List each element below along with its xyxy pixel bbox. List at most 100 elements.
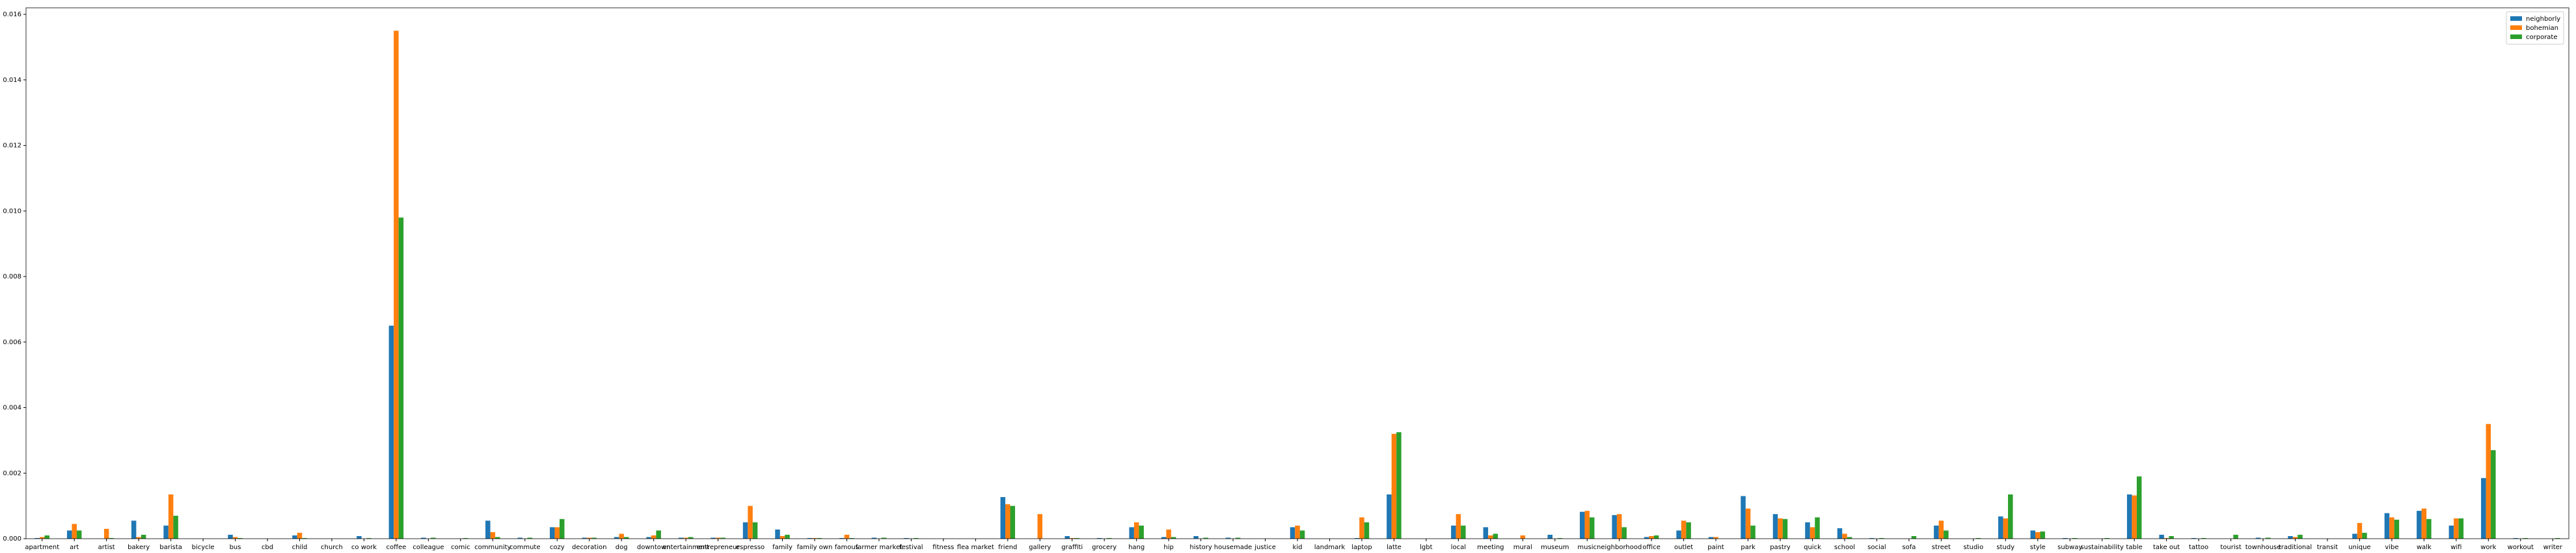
legend-label: corporate [2526,34,2558,41]
bar [485,520,491,539]
x-tick-label: grocery [1092,544,1117,551]
bar [1911,535,1917,539]
x-tick-label: bicycle [192,544,215,551]
bar [2357,522,2363,539]
bar [849,537,854,539]
bar [2426,519,2432,539]
bar [2417,511,2422,539]
bar [1493,533,1498,539]
bar [785,534,790,539]
bar [2191,537,2197,539]
bar [2448,525,2454,539]
x-tick-label: espresso [736,544,765,551]
bar [2394,519,2400,539]
bar [623,537,629,539]
legend-label: bohemian [2526,25,2558,32]
bar [591,537,597,539]
x-tick-label: art [70,544,79,551]
bar [1456,514,1461,539]
x-tick-label: graffiti [1061,544,1083,551]
bar [1290,527,1295,539]
bar [1037,514,1043,539]
bar [881,537,887,539]
x-tick-label: school [1834,544,1855,551]
bar [2062,537,2068,539]
bar [2555,537,2560,539]
y-tick-label: 0.000 [3,535,21,543]
x-tick-label: barista [159,544,182,551]
x-tick-label: church [321,544,343,551]
bar [2513,537,2519,539]
x-tick-label: cozy [550,544,565,551]
x-tick-label: entrepreneur [697,544,740,551]
bar [1612,515,1617,539]
bar [1589,517,1595,539]
legend-swatch [2510,25,2522,30]
bar [2126,494,2132,539]
x-tick-label: entertainment [662,544,709,551]
x-tick-label: townhouse [2245,544,2281,551]
bar [1171,537,1176,539]
x-tick-label: sofa [1902,544,1916,551]
bar [1451,525,1456,539]
x-tick-label: lgbt [1420,544,1432,551]
x-tick-label: fitness [932,544,954,551]
bar [752,522,758,539]
bar [1133,522,1139,539]
x-tick-label: festival [899,544,923,551]
bar [2288,535,2293,539]
bar [1815,517,1820,539]
x-tick-label: hip [1163,544,1173,551]
bar [1129,527,1134,539]
bar [44,535,49,539]
y-tick-label: 0.006 [3,339,21,346]
bar [1644,537,1649,539]
x-tick-label: dog [616,544,628,551]
bar [715,537,721,539]
x-tick-label: music [1577,544,1597,551]
bar [2201,537,2206,539]
x-tick-label: co work [351,544,377,551]
bar [1391,433,1397,539]
bar [228,534,233,539]
bar [1396,432,1402,539]
bar [1616,514,1622,539]
bar [1193,535,1199,539]
legend-swatch [2510,16,2522,21]
x-tick-label: sustainability [2080,544,2124,551]
x-tick-label: tattoo [2189,544,2208,551]
x-tick-label: community [474,544,511,551]
bar [2132,495,2137,539]
bar [2030,530,2036,539]
bar [2352,533,2357,539]
bar [1461,525,1466,539]
x-tick-label: quick [1804,544,1821,551]
x-tick-label: unique [2348,544,2370,551]
bar [780,535,785,539]
bar [1584,511,1590,539]
bar [366,537,372,539]
x-tick-label: family own [797,544,833,551]
bar [1810,527,1815,539]
bar [1782,519,1788,539]
bar [1741,496,1746,539]
bar [748,506,753,539]
x-tick-label: subway [2057,544,2082,551]
bar [431,537,436,539]
x-tick-label: artist [98,544,115,551]
bar [1064,535,1070,539]
x-tick-label: workout [2508,544,2534,551]
x-tick-label: local [1451,544,1466,551]
x-tick-label: writer [2543,544,2563,551]
bar [1106,537,1112,539]
x-tick-label: downtown [637,544,671,551]
bar [237,537,243,539]
bar [1750,525,1756,539]
bar [66,530,72,539]
bar [2384,513,2390,539]
bar [651,535,657,539]
bar [141,534,146,539]
bar [720,537,725,539]
bar [527,537,533,539]
